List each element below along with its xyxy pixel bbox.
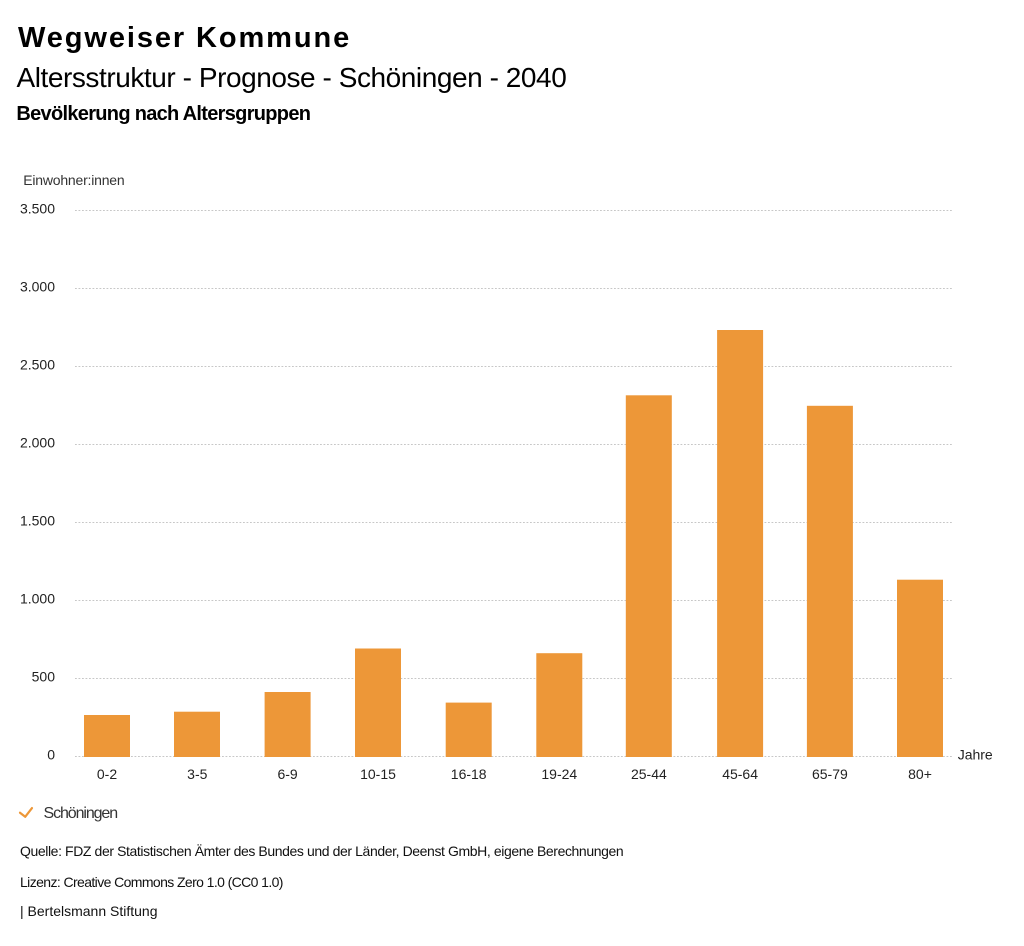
- svg-text:65-79: 65-79: [812, 766, 848, 782]
- svg-text:3.500: 3.500: [20, 201, 55, 217]
- svg-text:10-15: 10-15: [360, 766, 396, 782]
- svg-text:1.000: 1.000: [20, 591, 55, 607]
- svg-text:0: 0: [47, 747, 55, 763]
- svg-text:3.000: 3.000: [20, 279, 55, 295]
- svg-text:2.000: 2.000: [20, 435, 55, 451]
- svg-text:500: 500: [32, 669, 56, 685]
- svg-text:1.500: 1.500: [20, 513, 55, 529]
- svg-text:3-5: 3-5: [187, 766, 207, 782]
- svg-text:Jahre: Jahre: [958, 747, 993, 763]
- svg-text:25-44: 25-44: [631, 766, 667, 782]
- svg-text:19-24: 19-24: [541, 766, 577, 782]
- svg-text:80+: 80+: [908, 766, 932, 782]
- svg-text:2.500: 2.500: [20, 357, 55, 373]
- svg-text:6-9: 6-9: [277, 766, 297, 782]
- svg-text:16-18: 16-18: [451, 766, 487, 782]
- svg-text:45-64: 45-64: [722, 766, 758, 782]
- svg-text:0-2: 0-2: [97, 766, 117, 782]
